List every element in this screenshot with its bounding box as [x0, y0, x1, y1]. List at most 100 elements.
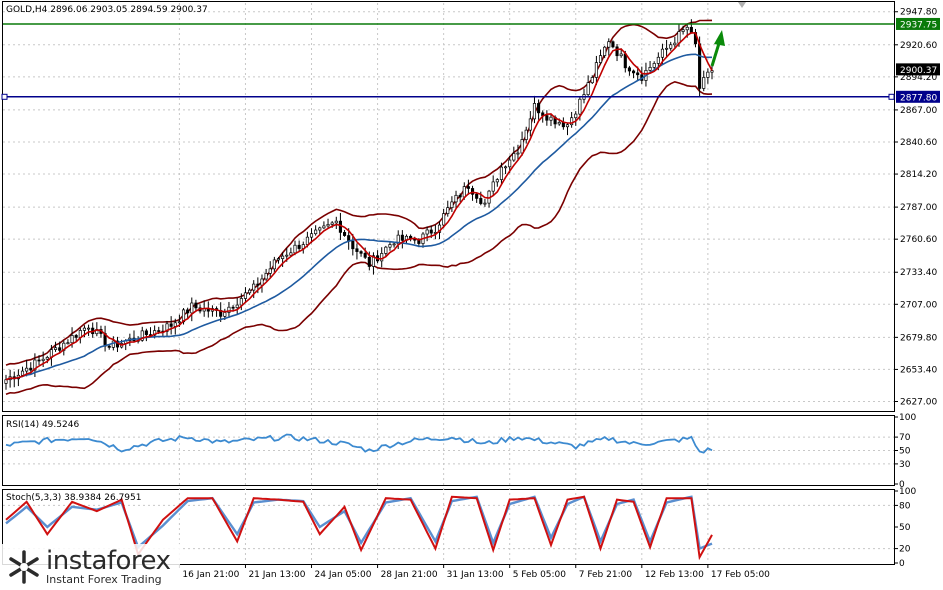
candle: [194, 299, 198, 312]
candle: [627, 65, 631, 76]
bollinger-bands: [5, 19, 713, 396]
candle: [483, 198, 487, 207]
rsi-tick-label: 50: [899, 447, 911, 457]
candle: [186, 307, 190, 320]
lower-band-line: [5, 80, 713, 396]
slow-ma-line: [5, 53, 712, 381]
horizontal-levels[interactable]: 2937.75 2877.80 2900.37: [1, 17, 940, 103]
candle: [12, 371, 16, 388]
stoch-tick-label: 50: [899, 523, 911, 533]
candle: [640, 66, 644, 84]
candle: [359, 250, 363, 257]
level-price-label: 2937.75: [900, 20, 937, 30]
candle: [260, 274, 264, 293]
candle: [309, 228, 314, 244]
up-arrow-annotation: [710, 30, 725, 67]
candle: [475, 192, 479, 203]
candle: [532, 95, 537, 124]
candle: [454, 190, 458, 210]
candle: [702, 70, 706, 92]
candle: [318, 226, 322, 235]
candle: [491, 175, 495, 195]
rsi-tick-label: 70: [899, 433, 911, 443]
candle: [706, 68, 710, 84]
candle: [499, 162, 503, 185]
candle: [297, 240, 301, 253]
candle: [334, 216, 338, 230]
candle: [681, 25, 685, 35]
candle: [239, 293, 243, 311]
candle: [132, 330, 136, 343]
candle: [58, 341, 62, 353]
chart-header: GOLD,H4 2896.06 2903.05 2894.59 2900.37: [6, 5, 208, 15]
candle: [470, 185, 475, 201]
candle: [710, 65, 714, 80]
date-tick-label: 12 Feb 13:00: [645, 570, 704, 580]
candle: [268, 261, 272, 278]
price-tick-label: 2679.80: [900, 333, 937, 343]
candle: [140, 326, 144, 342]
stoch-tick-label: 20: [899, 545, 911, 555]
rsi-line: [5, 433, 713, 454]
price-panel-frame: [2, 1, 895, 412]
stoch-tick-label: 80: [899, 501, 911, 511]
candle: [495, 178, 499, 187]
date-tick-label: 7 Feb 21:00: [579, 570, 633, 580]
candle: [590, 75, 594, 84]
candle: [314, 225, 318, 236]
candle: [87, 324, 91, 336]
candle: [144, 328, 148, 342]
candle: [342, 229, 347, 237]
candle: [392, 242, 396, 248]
candle: [603, 45, 607, 59]
moving-averages: [5, 31, 713, 381]
candle: [190, 297, 194, 322]
price-tick-label: 2787.00: [900, 203, 937, 213]
candle: [442, 208, 446, 229]
price-tick-label: 2733.40: [900, 268, 937, 278]
candle: [433, 224, 437, 240]
candle: [648, 61, 652, 72]
price-tick-label: 2814.20: [900, 170, 937, 180]
price-tick-label: 2627.00: [900, 397, 937, 407]
candle: [528, 111, 532, 137]
date-axis: 16 Jan 21:00 21 Jan 13:00 24 Jan 05:00 28 J…: [178, 564, 770, 580]
candle: [598, 49, 603, 64]
fast-ma-line: [5, 31, 713, 381]
level-price-tag: [896, 17, 940, 30]
level-price-label: 2877.80: [900, 93, 937, 103]
price-axis: 2947.80 2920.60 2894.20 2867.00 2840.60 2814.…: [894, 8, 937, 407]
date-tick-label: 24 Jan 05:00: [315, 570, 372, 580]
candle: [450, 196, 454, 212]
candle: [53, 341, 58, 352]
candle: [466, 179, 470, 195]
candle: [570, 111, 574, 128]
candle: [673, 37, 677, 49]
candle: [376, 250, 380, 264]
candle: [388, 242, 392, 251]
candle: [549, 113, 553, 127]
candle: [235, 297, 239, 315]
chart-shift-marker-icon[interactable]: [738, 2, 746, 8]
logo-name: instaforex: [46, 546, 171, 576]
candle: [586, 75, 590, 97]
price-tick-label: 2707.00: [900, 300, 937, 310]
candle: [103, 325, 107, 352]
candle: [384, 245, 388, 257]
candle: [66, 339, 70, 345]
stoch-main-line: [5, 495, 713, 561]
rsi-tick-label: 30: [899, 460, 911, 470]
price-tick-label: 2653.40: [900, 365, 937, 375]
current-price-tag: [896, 63, 940, 76]
candle: [62, 340, 66, 356]
current-price-label: 2900.37: [900, 66, 937, 76]
stoch-tick-label: 100: [899, 487, 916, 497]
rsi-tick-label: 0: [899, 480, 905, 490]
instaforex-logo: instaforex Instant Forex Trading: [2, 544, 180, 590]
level-handle[interactable]: [1, 93, 8, 100]
candle: [689, 19, 693, 34]
level-handle[interactable]: [888, 93, 895, 100]
date-tick-label: 17 Feb 05:00: [711, 570, 770, 580]
candle: [574, 111, 578, 126]
logo-tagline: Instant Forex Trading: [46, 573, 162, 586]
